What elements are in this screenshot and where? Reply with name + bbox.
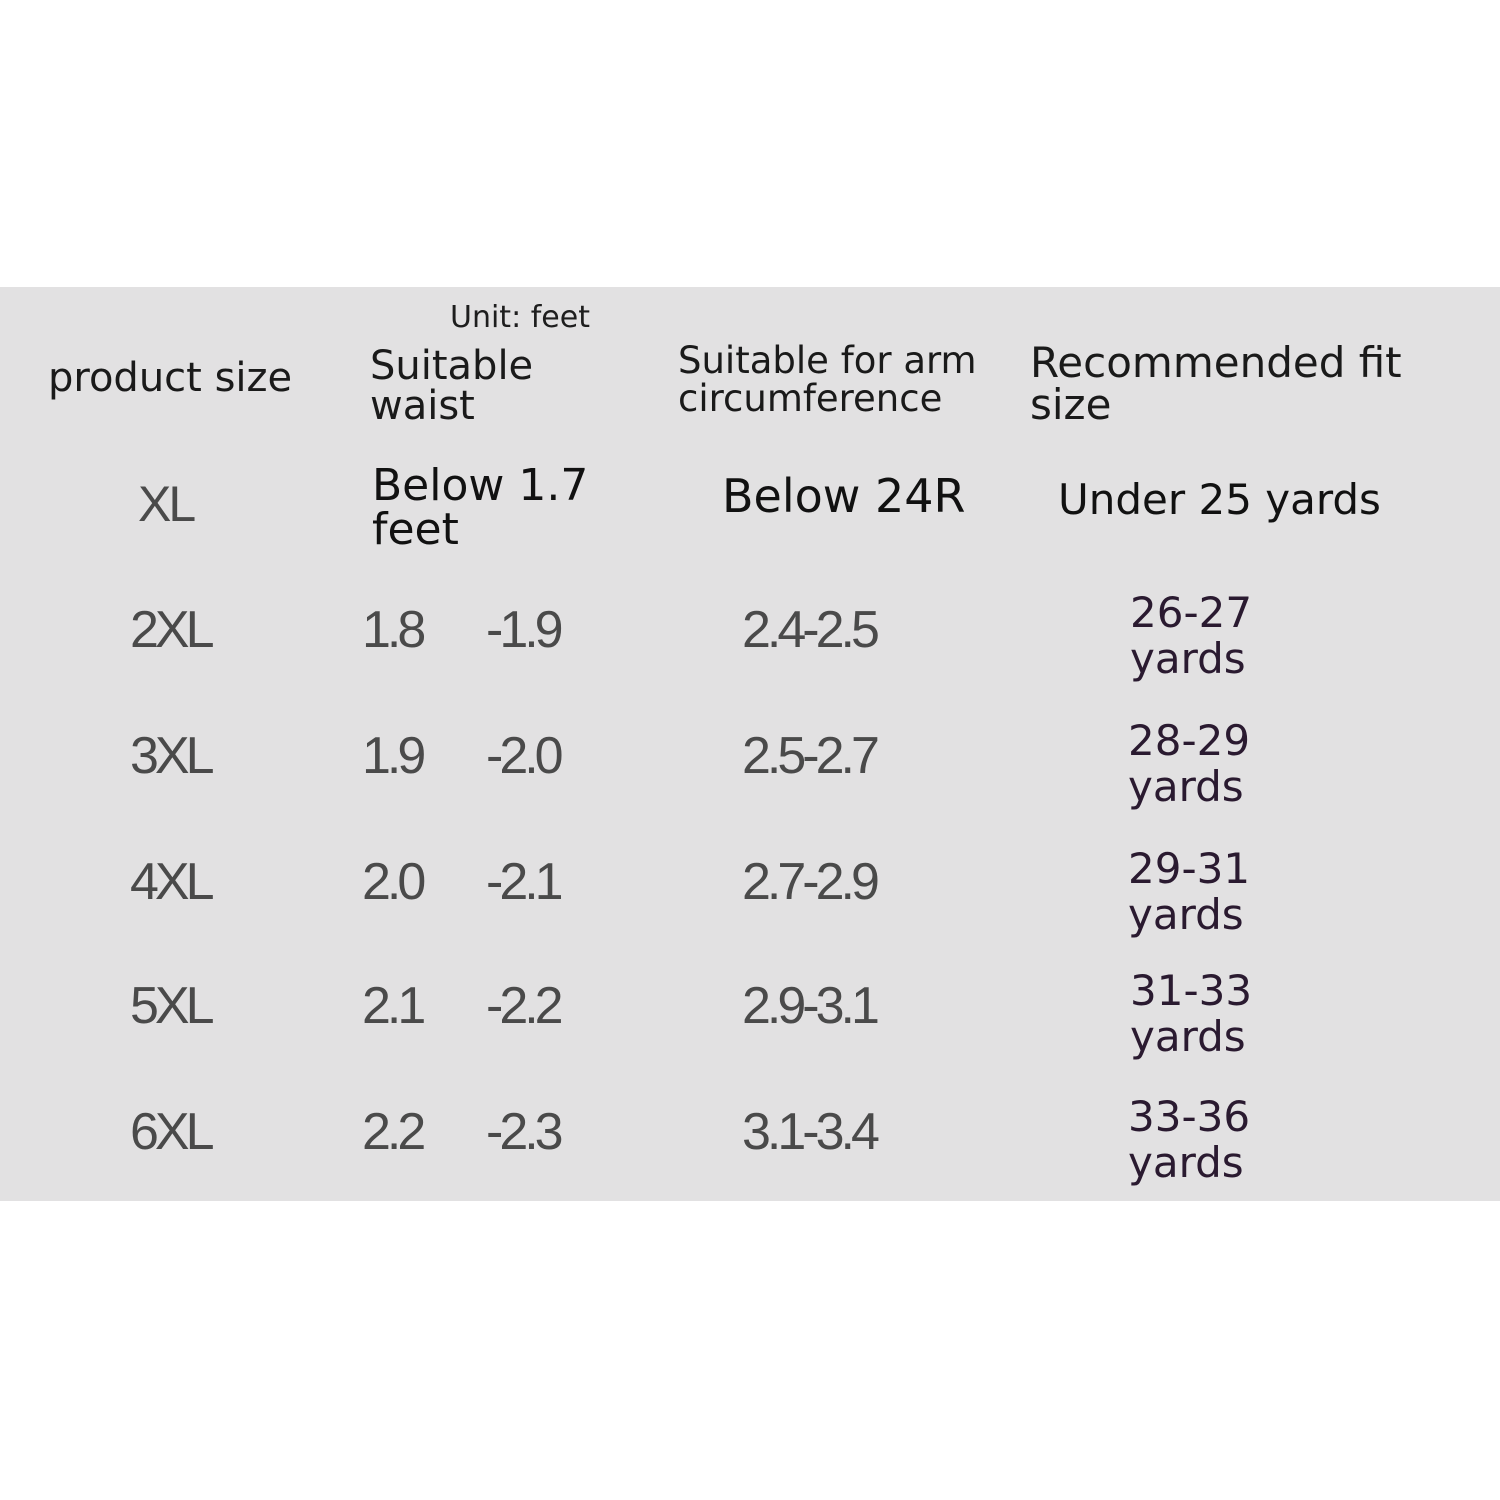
header-waist: Suitable waist [370,343,534,429]
row-3xl-arm: 2.5-2.7 [742,727,880,785]
row-2xl-waist-from: 1.8 [362,601,426,659]
row-5xl-waist-from: 2.1 [362,977,426,1035]
header-arm: Suitable for arm circumference [678,339,977,420]
row-xl-arm: Below 24R [722,469,966,523]
row-xl-waist: Below 1.7 feet [372,460,589,555]
row-6xl-size: 6XL [130,1103,215,1161]
row-xl-fit: Under 25 yards [1058,475,1381,524]
row-6xl-waist-from: 2.2 [362,1103,426,1161]
header-product-size: product size [48,355,293,401]
row-5xl-waist-to: -2.2 [486,977,564,1035]
header-fit: Recommended fit size [1030,338,1402,429]
size-chart-panel [0,287,1500,1201]
row-5xl-arm: 2.9-3.1 [742,977,880,1035]
row-4xl-arm: 2.7-2.9 [742,853,880,911]
row-6xl-fit: 33-36 yards [1128,1092,1251,1187]
unit-note: Unit: feet [450,300,590,335]
row-5xl-fit: 31-33 yards [1130,966,1253,1061]
row-2xl-arm: 2.4-2.5 [742,601,880,659]
row-6xl-arm: 3.1-3.4 [742,1103,880,1161]
row-3xl-waist-from: 1.9 [362,727,426,785]
row-2xl-fit: 26-27 yards [1130,588,1253,683]
row-6xl-waist-to: -2.3 [486,1103,564,1161]
row-2xl-waist-to: -1.9 [486,601,564,659]
row-4xl-size: 4XL [130,853,215,911]
row-5xl-size: 5XL [130,977,215,1035]
row-4xl-fit: 29-31 yards [1128,844,1251,939]
row-4xl-waist-from: 2.0 [362,853,426,911]
row-3xl-size: 3XL [130,727,215,785]
row-3xl-fit: 28-29 yards [1128,716,1251,811]
row-4xl-waist-to: -2.1 [486,853,564,911]
row-3xl-waist-to: -2.0 [486,727,564,785]
row-2xl-size: 2XL [130,601,215,659]
row-xl-size: XL [138,476,196,532]
